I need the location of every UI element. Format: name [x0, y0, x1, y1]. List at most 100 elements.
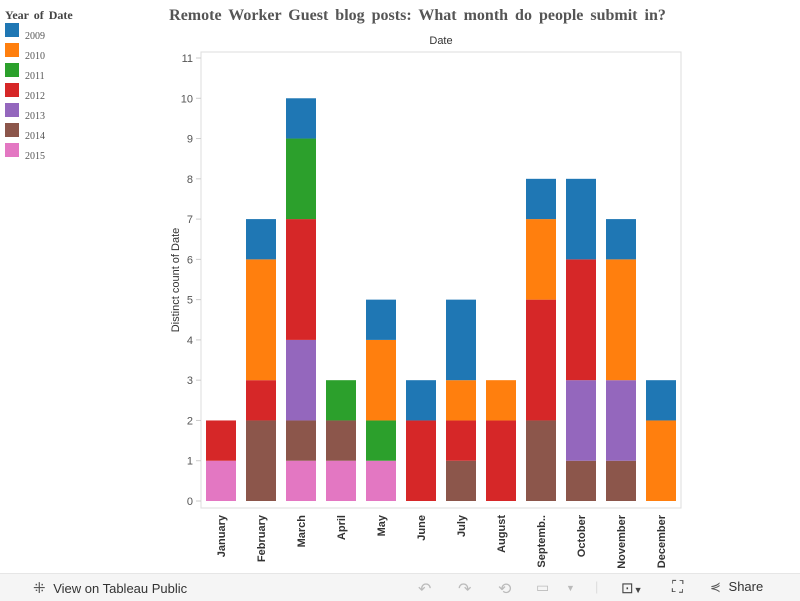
share-icon: ⋞ — [710, 579, 721, 594]
plot-frame — [200, 51, 682, 509]
y-tick-label: 10 — [181, 93, 193, 105]
revert-icon[interactable]: ⟲ — [498, 581, 512, 598]
y-tick-label: 7 — [187, 214, 193, 226]
x-tick-label: March — [296, 515, 308, 548]
x-tick-label: January — [216, 514, 228, 557]
legend-item[interactable]: 2011 — [5, 63, 73, 83]
y-tick-label: 9 — [187, 134, 193, 146]
legend-item[interactable]: 2009 — [5, 23, 73, 43]
legend-label: 2011 — [25, 70, 45, 82]
share-button[interactable]: ⋞ Share — [710, 579, 763, 595]
y-tick-label: 2 — [187, 415, 193, 427]
legend-swatch — [5, 103, 19, 117]
bar-segment-2009-Septemb..[interactable] — [526, 178, 556, 220]
bar-segment-2012-July[interactable] — [446, 420, 476, 461]
bar-segment-2010-December[interactable] — [646, 420, 676, 501]
bar-segment-2011-May[interactable] — [366, 420, 396, 461]
bar-segment-2014-October[interactable] — [566, 460, 596, 501]
legend-swatch — [5, 23, 19, 37]
bar-segment-2015-April[interactable] — [326, 460, 356, 501]
bar-segment-2010-Septemb..[interactable] — [526, 219, 556, 300]
bar-segment-2013-March[interactable] — [286, 339, 316, 421]
legend-label: 2010 — [25, 50, 45, 62]
refresh-icon[interactable]: ▭ — [536, 579, 550, 595]
legend-swatch — [5, 43, 19, 57]
y-tick-label: 3 — [187, 375, 193, 387]
legend-swatch — [5, 83, 19, 97]
chart-title: Remote Worker Guest blog posts: What mon… — [169, 7, 666, 24]
bar-segment-2009-December[interactable] — [646, 380, 676, 421]
legend-label: 2014 — [25, 130, 45, 142]
x-tick-label: August — [496, 515, 508, 553]
view-on-tableau-button[interactable]: ⁜ View on Tableau Public — [33, 579, 187, 597]
y-tick-label: 8 — [187, 174, 193, 186]
share-label: Share — [728, 579, 764, 594]
x-tick-label: May — [376, 514, 388, 536]
legend-swatch — [5, 143, 19, 157]
bar-segment-2015-January[interactable] — [206, 460, 236, 501]
bar-segment-2010-August[interactable] — [486, 380, 516, 421]
bar-segment-2010-November[interactable] — [606, 259, 636, 381]
y-tick-label: 4 — [187, 335, 193, 347]
legend-item[interactable]: 2015 — [5, 143, 73, 163]
bar-segment-2012-October[interactable] — [566, 259, 596, 381]
bar-segment-2014-Septemb..[interactable] — [526, 420, 556, 501]
bar-segment-2009-March[interactable] — [286, 98, 316, 139]
bar-segment-2012-August[interactable] — [486, 420, 516, 501]
bar-segment-2012-June[interactable] — [406, 420, 436, 501]
legend-item[interactable]: 2014 — [5, 123, 73, 143]
bar-segment-2015-March[interactable] — [286, 460, 316, 501]
toolbar: ⁜ View on Tableau Public ↶ ↷ ⟲ ▭ ▼ | ⊡▼ … — [0, 573, 800, 601]
legend-swatch — [5, 123, 19, 137]
undo-icon[interactable]: ↶ — [418, 581, 432, 598]
bar-segment-2009-October[interactable] — [566, 178, 596, 260]
bar-segment-2015-May[interactable] — [366, 460, 396, 501]
y-axis-title: Distinct count of Date — [170, 228, 182, 333]
y-tick-label: 0 — [187, 496, 193, 508]
download-icon[interactable]: ⊡▼ — [621, 580, 643, 597]
x-tick-label: October — [576, 514, 588, 557]
y-tick-label: 11 — [182, 53, 193, 65]
bar-segment-2011-April[interactable] — [326, 380, 356, 421]
redo-icon[interactable]: ↷ — [458, 581, 472, 598]
x-tick-label: June — [416, 515, 428, 541]
legend-label: 2012 — [25, 90, 45, 102]
y-tick-label: 6 — [187, 254, 193, 266]
bar-segment-2014-March[interactable] — [286, 420, 316, 461]
bar-segment-2012-Septemb..[interactable] — [526, 299, 556, 421]
bar-segment-2012-March[interactable] — [286, 219, 316, 340]
bar-segment-2009-November[interactable] — [606, 219, 636, 260]
bar-segment-2014-April[interactable] — [326, 420, 356, 461]
fullscreen-icon[interactable]: ⛶ — [672, 579, 684, 596]
bar-segment-2014-November[interactable] — [606, 460, 636, 501]
legend: Year of Date 2009 2010 2011 2012 2013 2014 201… — [5, 8, 73, 163]
bar-segment-2013-November[interactable] — [606, 380, 636, 461]
bar-segment-2014-July[interactable] — [446, 460, 476, 501]
bar-segment-2010-May[interactable] — [366, 339, 396, 421]
legend-item[interactable]: 2012 — [5, 83, 73, 103]
bar-segment-2011-March[interactable] — [286, 138, 316, 220]
legend-swatch — [5, 63, 19, 77]
bar-segment-2009-June[interactable] — [406, 380, 436, 421]
legend-item[interactable]: 2013 — [5, 103, 73, 123]
toolbar-divider: | — [595, 579, 599, 594]
view-on-tableau-label: View on Tableau Public — [53, 581, 188, 596]
bar-segment-2010-July[interactable] — [446, 380, 476, 421]
bar-segment-2010-February[interactable] — [246, 259, 276, 381]
x-tick-label: July — [456, 514, 468, 537]
bar-segment-2012-February[interactable] — [246, 380, 276, 421]
refresh-dropdown-icon[interactable]: ▼ — [566, 583, 575, 593]
bar-segment-2012-January[interactable] — [206, 420, 236, 461]
bar-segment-2009-May[interactable] — [366, 299, 396, 340]
bar-segment-2014-February[interactable] — [246, 420, 276, 501]
bar-segment-2013-October[interactable] — [566, 380, 596, 461]
x-tick-label: February — [256, 514, 268, 562]
bar-segment-2009-July[interactable] — [446, 299, 476, 381]
x-axis-title: Date — [429, 35, 452, 47]
x-tick-label: December — [656, 514, 668, 568]
bar-segment-2009-February[interactable] — [246, 219, 276, 260]
x-tick-label: April — [336, 515, 348, 540]
legend-item[interactable]: 2010 — [5, 43, 73, 63]
legend-label: 2015 — [25, 150, 45, 162]
y-tick-label: 5 — [187, 295, 193, 307]
